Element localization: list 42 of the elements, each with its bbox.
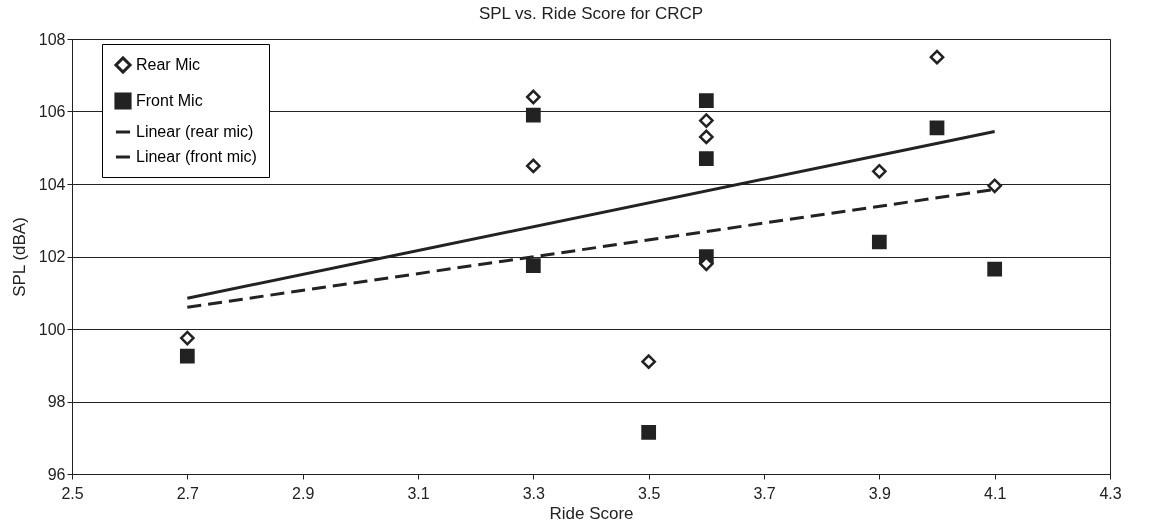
point [179,348,195,364]
x-tick-label: 2.7 [176,484,200,502]
chart-title: SPL vs. Ride Score for CRCP [478,4,704,23]
x-tick-label: 3.7 [753,484,776,502]
point [698,151,714,166]
legend-label: Rear Mic [136,56,201,73]
point [525,258,541,273]
x-tick-label: 3.3 [522,484,546,502]
x-axis-title: Ride Score [549,503,634,523]
point [698,93,714,108]
point [929,120,945,136]
point [641,424,657,440]
point [871,234,887,250]
point [525,158,541,174]
x-tick-label: 4.1 [984,484,1007,502]
point [525,107,541,123]
point [929,49,945,65]
y-tick-label: 106 [38,103,66,120]
y-tick-label: 108 [38,30,66,48]
point [987,178,1003,194]
y-tick-label: 104 [38,175,66,193]
y-tick-label: 102 [38,248,66,265]
x-tick-label: 2.9 [292,484,315,502]
point [525,89,541,105]
point [698,129,714,145]
point [698,113,714,128]
legend-label: Front Mic [136,92,203,109]
x-tick-label: 2.5 [61,484,84,502]
x-tick-label: 4.3 [1099,484,1122,502]
point [987,261,1003,277]
legend-label: Linear (front mic) [136,148,257,165]
x-tick-label: 3.1 [407,484,430,502]
point [179,330,195,346]
point [871,163,887,179]
y-axis-title: SPL (dBA) [9,217,29,297]
x-tick-label: 3.9 [868,484,892,502]
y-tick-label: 98 [47,393,66,410]
y-tick-label: 100 [38,320,66,338]
x-tick-label: 3.5 [638,484,661,502]
legend-label: Linear (rear mic) [136,123,254,140]
point [641,354,657,369]
y-tick-label: 96 [47,465,66,483]
